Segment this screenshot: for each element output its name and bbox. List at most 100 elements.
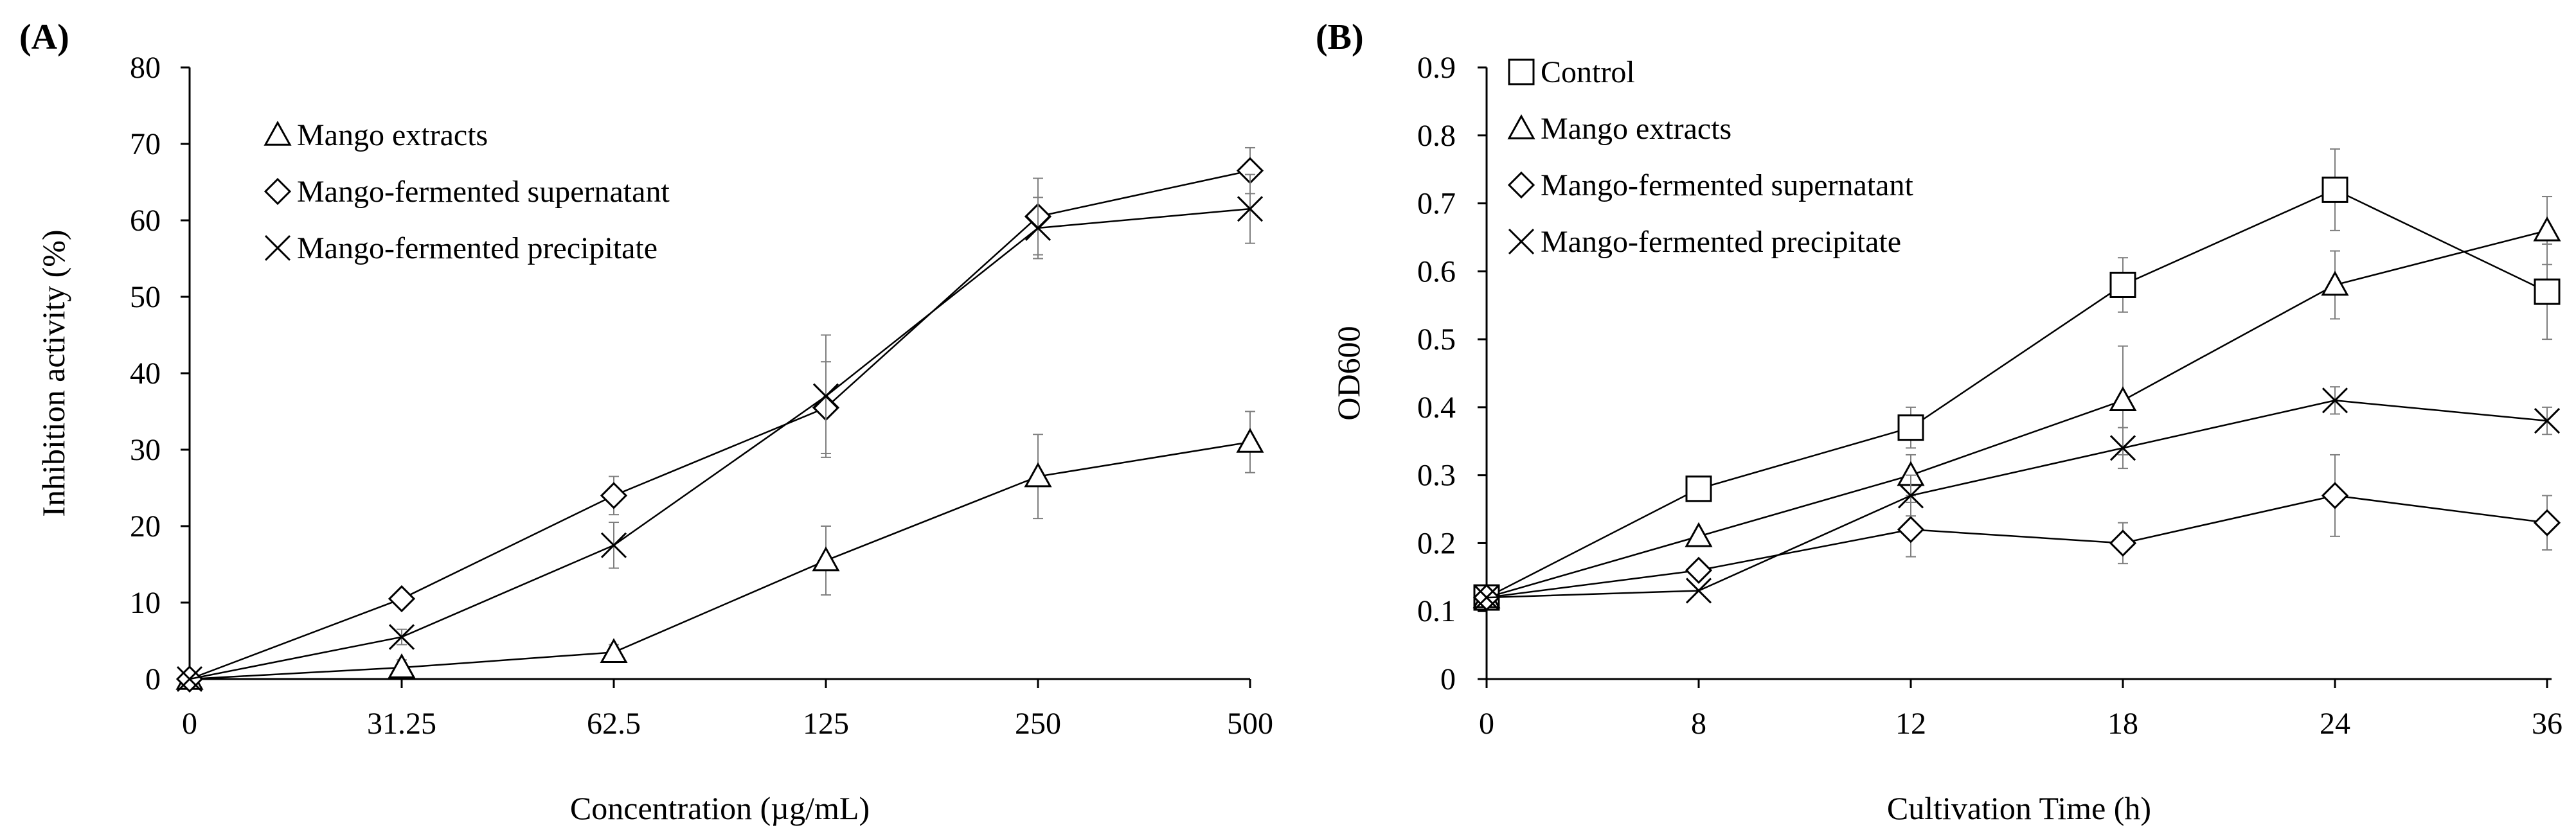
legend-label: Mango-fermented supernatant — [297, 175, 670, 209]
series-mango-fermented-precipitate — [1473, 386, 2561, 611]
x-tick-label: 36 — [2532, 707, 2563, 741]
y-tick-label: 10 — [130, 586, 161, 620]
y-tick-label: 0.5 — [1417, 322, 1456, 357]
x-tick-label: 62.5 — [587, 707, 641, 741]
legend: Control Mango extracts Mango-fermented sup… — [1507, 55, 1913, 259]
data-point — [1685, 556, 1713, 584]
legend-label: Control — [1541, 55, 1635, 89]
legend-marker — [1507, 171, 1535, 199]
y-tick-label: 0.7 — [1417, 187, 1456, 221]
legend-marker — [264, 177, 292, 206]
legend-item: Mango-fermented supernatant — [1507, 168, 1913, 202]
y-axis-title: Inhibition activity (%) — [35, 229, 71, 517]
legend-label: Mango extracts — [297, 118, 488, 152]
panel-label: (A) — [19, 17, 69, 57]
data-point — [600, 638, 628, 664]
data-point — [176, 666, 203, 693]
data-point — [2533, 509, 2561, 536]
y-tick-label: 80 — [130, 51, 161, 85]
y-tick-label: 0.3 — [1417, 459, 1456, 493]
x-tick-label: 8 — [1691, 707, 1706, 741]
x-tick-label: 24 — [2320, 707, 2350, 741]
legend-marker — [264, 120, 292, 146]
series-line — [1486, 229, 2548, 599]
data-point — [2321, 270, 2349, 296]
data-point — [388, 653, 416, 678]
legend-label: Mango extracts — [1541, 112, 1731, 146]
legend: Mango extracts Mango-fermented supernatan… — [264, 118, 670, 265]
series-line — [1486, 495, 2548, 599]
y-tick-label: 0.1 — [1417, 594, 1456, 628]
data-point — [1897, 516, 1925, 543]
y-tick-label: 60 — [130, 204, 161, 238]
y-tick-label: 30 — [130, 433, 161, 467]
x-tick-label: 125 — [803, 707, 849, 741]
y-tick-label: 0 — [145, 662, 161, 696]
legend-marker — [1507, 114, 1535, 139]
x-tick-label: 0 — [182, 707, 197, 741]
legend-label: Mango-fermented supernatant — [1541, 168, 1913, 202]
x-tick-label: 12 — [1895, 707, 1926, 741]
data-point — [1685, 578, 1712, 604]
data-point — [1897, 482, 1924, 509]
y-tick-label: 20 — [130, 509, 161, 543]
legend-item: Mango-fermented supernatant — [264, 175, 670, 209]
y-tick-label: 0.9 — [1417, 51, 1456, 85]
data-point — [388, 585, 416, 613]
data-point — [1237, 196, 1264, 222]
x-axis-title: Concentration (µg/mL) — [570, 790, 870, 826]
y-tick-label: 0.8 — [1417, 119, 1456, 153]
data-point — [1685, 475, 1712, 502]
data-point — [1685, 522, 1713, 547]
data-point — [2109, 529, 2137, 557]
y-tick-label: 50 — [130, 280, 161, 314]
data-point — [2321, 482, 2349, 509]
series-mango-fermented-supernatant — [175, 146, 1264, 693]
panel-label: (B) — [1316, 17, 1364, 57]
data-point — [600, 482, 628, 509]
legend-marker — [1508, 58, 1535, 85]
data-point — [2534, 278, 2561, 305]
data-point — [2109, 386, 2137, 412]
data-point — [1236, 428, 1264, 453]
series-mango-extracts — [175, 411, 1264, 690]
x-tick-label: 0 — [1479, 707, 1494, 741]
series-line — [1486, 400, 2548, 599]
data-point — [1024, 215, 1051, 241]
data-point — [812, 383, 839, 409]
data-point — [2533, 216, 2561, 242]
legend-item: Mango-fermented precipitate — [264, 231, 657, 265]
data-point — [2321, 387, 2348, 414]
x-tick-label: 31.25 — [367, 707, 436, 741]
data-point — [2534, 407, 2561, 434]
series-line — [1486, 189, 2548, 599]
series-line — [189, 208, 1251, 680]
y-tick-label: 40 — [130, 357, 161, 391]
y-tick-label: 70 — [130, 127, 161, 161]
series-mango-fermented-supernatant — [1472, 454, 2561, 612]
legend-label: Mango-fermented precipitate — [297, 231, 657, 265]
data-point — [1473, 585, 1500, 611]
y-tick-label: 0 — [1440, 662, 1456, 696]
legend-item: Mango extracts — [1507, 112, 1731, 146]
legend-item: Mango extracts — [264, 118, 488, 152]
legend-marker — [1508, 228, 1535, 255]
data-point — [1897, 414, 1924, 441]
data-point — [388, 624, 415, 650]
x-axis-title: Cultivation Time (h) — [1887, 790, 2151, 826]
series-control — [1473, 148, 2561, 611]
x-tick-label: 250 — [1015, 707, 1061, 741]
data-point — [812, 546, 840, 572]
y-tick-label: 0.4 — [1417, 391, 1456, 425]
legend-item: Mango-fermented precipitate — [1508, 225, 1901, 259]
series-mango-fermented-precipitate — [176, 173, 1264, 693]
y-tick-label: 0.2 — [1417, 526, 1456, 560]
data-point — [2321, 176, 2348, 203]
panel-a: (A) 0 10 20 30 40 50 60 70 80 0 31.25 62.5 125 250 500 C… — [19, 17, 1273, 826]
data-point — [1024, 462, 1052, 488]
series-line — [189, 170, 1251, 680]
series-line — [189, 441, 1251, 680]
data-point — [600, 532, 627, 558]
legend-label: Mango-fermented precipitate — [1541, 225, 1901, 259]
